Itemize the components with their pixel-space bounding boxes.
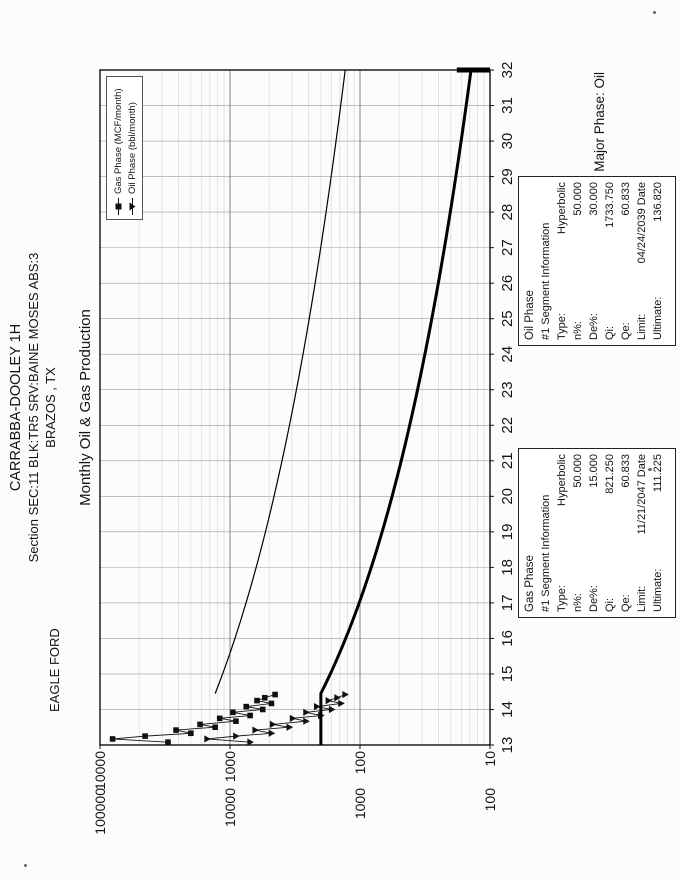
info-row: Limit: 11/21/2047 Date [634,454,650,612]
svg-text:10000: 10000 [92,751,108,790]
well-location: Section SEC:11 BLK:TR5 SRV:BAINE MOSES A… [26,252,41,563]
info-label: Ultimate: [652,296,664,340]
info-row: De%: 30.000 [586,182,602,340]
info-label: Ultimate: [652,568,664,612]
info-row: Ultimate: 111.225 [650,454,666,612]
info-row: Type: Hyperbolic [554,454,570,612]
info-row: n%: 50.000 [570,182,586,340]
gas-info-box: Gas Phase #1 Segment Information Type: Hy… [518,448,676,618]
info-label: Qi: [604,597,616,612]
svg-text:17: 17 [499,595,516,612]
svg-text:26: 26 [499,275,516,292]
info-label: De%: [588,313,600,340]
gas-phase-forecast [214,69,346,694]
svg-text:16: 16 [499,630,516,647]
oil-triangle-marker-icon [129,198,135,215]
info-row: Type: Hyperbolic [554,182,570,340]
info-value: Hyperbolic [556,182,568,234]
svg-text:28: 28 [499,204,516,221]
scan-speckle [24,864,27,867]
svg-text:100000: 100000 [92,788,108,835]
svg-text:20: 20 [499,488,516,505]
svg-text:31: 31 [499,97,516,114]
info-value: 50.000 [572,182,584,216]
gas-box-title: Gas Phase [524,555,536,612]
svg-text:27: 27 [499,239,516,256]
oil-info-box: Oil Phase #1 Segment Information Type: Hy… [518,176,676,346]
info-label: Limit: [636,585,648,612]
grid [99,69,491,746]
svg-text:23: 23 [499,381,516,398]
info-row: Qe: 60.833 [618,182,634,340]
svg-text:14: 14 [499,701,516,718]
info-row: n%: 50.000 [570,454,586,612]
svg-text:25: 25 [499,310,516,327]
info-label: n%: [572,321,584,340]
svg-text:21: 21 [499,452,516,469]
info-label: Qi: [604,325,616,340]
info-label: Limit: [636,313,648,340]
oil-segment-header: #1 Segment Information [540,222,552,340]
svg-text:24: 24 [499,346,516,363]
gas-phase-history [109,691,278,745]
info-label: n%: [572,593,584,612]
info-value: 50.000 [572,454,584,488]
svg-text:32: 32 [499,62,516,79]
svg-text:10: 10 [482,751,498,767]
info-value: 04/24/2039 Date [636,182,648,264]
legend-item-oil: Oil Phase (bbl/month) [125,81,139,215]
svg-text:1000: 1000 [352,788,368,819]
svg-text:22: 22 [499,417,516,434]
gas-segment-header: #1 Segment Information [540,494,552,612]
scan-speckle [648,468,652,471]
info-label: De%: [588,585,600,612]
svg-text:100: 100 [352,751,368,775]
info-value: Hyperbolic [556,454,568,506]
info-value: 111.225 [652,454,664,493]
svg-text:100: 100 [482,788,498,812]
info-row: De%: 15.000 [586,454,602,612]
oil-box-title: Oil Phase [524,290,536,340]
info-value: 60.833 [620,182,632,216]
svg-text:18: 18 [499,559,516,576]
scan-speckle [653,11,656,14]
info-label: Type: [556,313,568,340]
svg-text:15: 15 [499,666,516,683]
svg-text:13: 13 [499,737,516,754]
info-value: 30.000 [588,182,600,216]
svg-text:19: 19 [499,523,516,540]
info-label: Qe: [620,322,632,340]
axis-labels: 13 14 15 16 17 18 19 20 21 22 23 24 25 26 27 28 29 30 31 32… [92,62,516,835]
svg-text:30: 30 [499,133,516,150]
info-row: Limit: 04/24/2039 Date [634,182,650,340]
gas-square-marker-icon [115,198,121,215]
chart-title: Monthly Oil & Gas Production [77,309,94,506]
info-row: Qi: 821.250 [602,454,618,612]
info-row: Ultimate: 136.820 [650,182,666,340]
info-row: Qe: 60.833 [618,454,634,612]
info-value: 1733.750 [604,182,616,228]
legend-item-gas: Gas Phase (MCF/month) [111,81,125,215]
info-label: Qe: [620,594,632,612]
info-value: 136.820 [652,182,664,222]
info-row: Qi: 1733.750 [602,182,618,340]
info-value: 15.000 [588,454,600,488]
info-value: 821.250 [604,454,616,494]
info-value: 11/21/2047 Date [636,454,648,535]
svg-text:10000: 10000 [222,788,238,827]
svg-text:1000: 1000 [222,751,238,782]
info-label: Type: [556,585,568,612]
svg-text:29: 29 [499,168,516,185]
chart-legend: Gas Phase (MCF/month) Oil Phase (bbl/mon… [106,76,143,220]
legend-oil-label: Oil Phase (bbl/month) [126,102,138,194]
well-name: CARRABBA-DOOLEY 1H [8,323,24,492]
reservoir-label: EAGLE FORD [47,628,62,712]
info-value: 60.833 [620,454,632,488]
oil-phase-forecast [319,69,473,745]
oil-phase-history [204,690,349,746]
legend-gas-label: Gas Phase (MCF/month) [112,88,124,194]
